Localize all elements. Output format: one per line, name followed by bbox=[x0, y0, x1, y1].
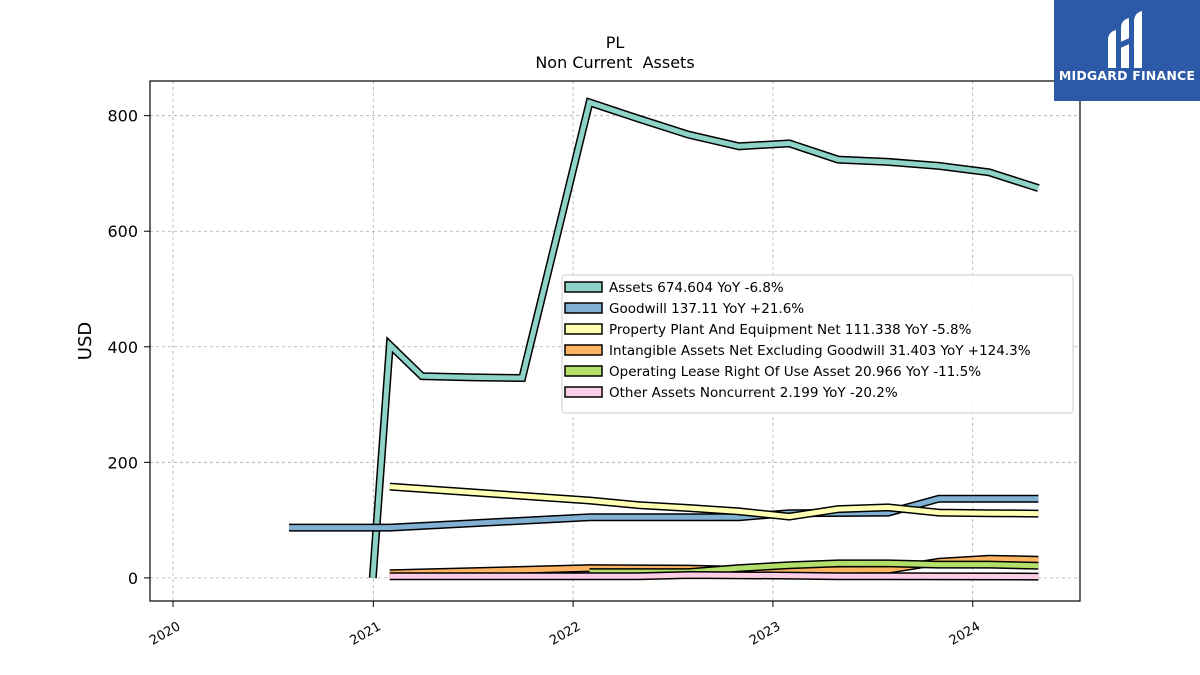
y-tick-label: 400 bbox=[107, 338, 138, 357]
chart-title: PL bbox=[606, 33, 625, 52]
legend-entry: Intangible Assets Net Excluding Goodwill… bbox=[609, 343, 1031, 359]
series-line-fill bbox=[589, 560, 1039, 575]
y-tick-label: 0 bbox=[128, 569, 138, 588]
legend-entry: Other Assets Noncurrent 2.199 YoY -20.2% bbox=[609, 385, 898, 401]
x-tick-label: 2022 bbox=[547, 619, 583, 649]
series-line bbox=[589, 559, 1039, 577]
legend-swatch bbox=[564, 365, 603, 377]
chart-subtitle: Non Current Assets bbox=[535, 53, 694, 72]
y-axis-label: USD bbox=[75, 322, 96, 360]
plot-frame bbox=[149, 80, 1081, 602]
series-line-fill bbox=[389, 484, 1039, 520]
legend-entry: Assets 674.604 YoY -6.8% bbox=[609, 280, 784, 296]
legend: Assets 674.604 YoY -6.8% Goodwill 137.11 … bbox=[561, 274, 1074, 414]
brand-logo: MIDGARD FINANCE bbox=[1054, 0, 1200, 101]
legend-swatch bbox=[564, 281, 603, 293]
legend-entry: Property Plant And Equipment Net 111.338… bbox=[609, 322, 972, 338]
legend-box bbox=[561, 274, 1074, 414]
series-line bbox=[368, 97, 1040, 579]
series-line-fill bbox=[389, 572, 1039, 580]
x-tick-label: 2020 bbox=[147, 619, 183, 649]
y-tick-label: 200 bbox=[107, 453, 138, 472]
y-tick-label: 600 bbox=[107, 222, 138, 241]
legend-entry: Goodwill 137.11 YoY +21.6% bbox=[609, 301, 804, 317]
brand-name: MIDGARD FINANCE bbox=[1058, 68, 1196, 83]
series-layer bbox=[289, 97, 1040, 581]
y-tick-label: 800 bbox=[107, 107, 138, 126]
brand-mark-icon bbox=[1108, 11, 1142, 68]
legend-entry: Operating Lease Right Of Use Asset 20.96… bbox=[609, 364, 981, 380]
x-tick-label: 2021 bbox=[348, 619, 384, 649]
series-line bbox=[389, 570, 1039, 581]
legend-swatch bbox=[564, 386, 603, 398]
legend-swatch bbox=[564, 302, 603, 314]
legend-swatch bbox=[564, 344, 603, 356]
legend-swatch bbox=[564, 323, 603, 335]
x-tick-label: 2023 bbox=[747, 619, 783, 649]
x-tick-label: 2024 bbox=[947, 619, 983, 649]
series-line bbox=[389, 482, 1039, 521]
series-line-fill bbox=[370, 99, 1040, 579]
